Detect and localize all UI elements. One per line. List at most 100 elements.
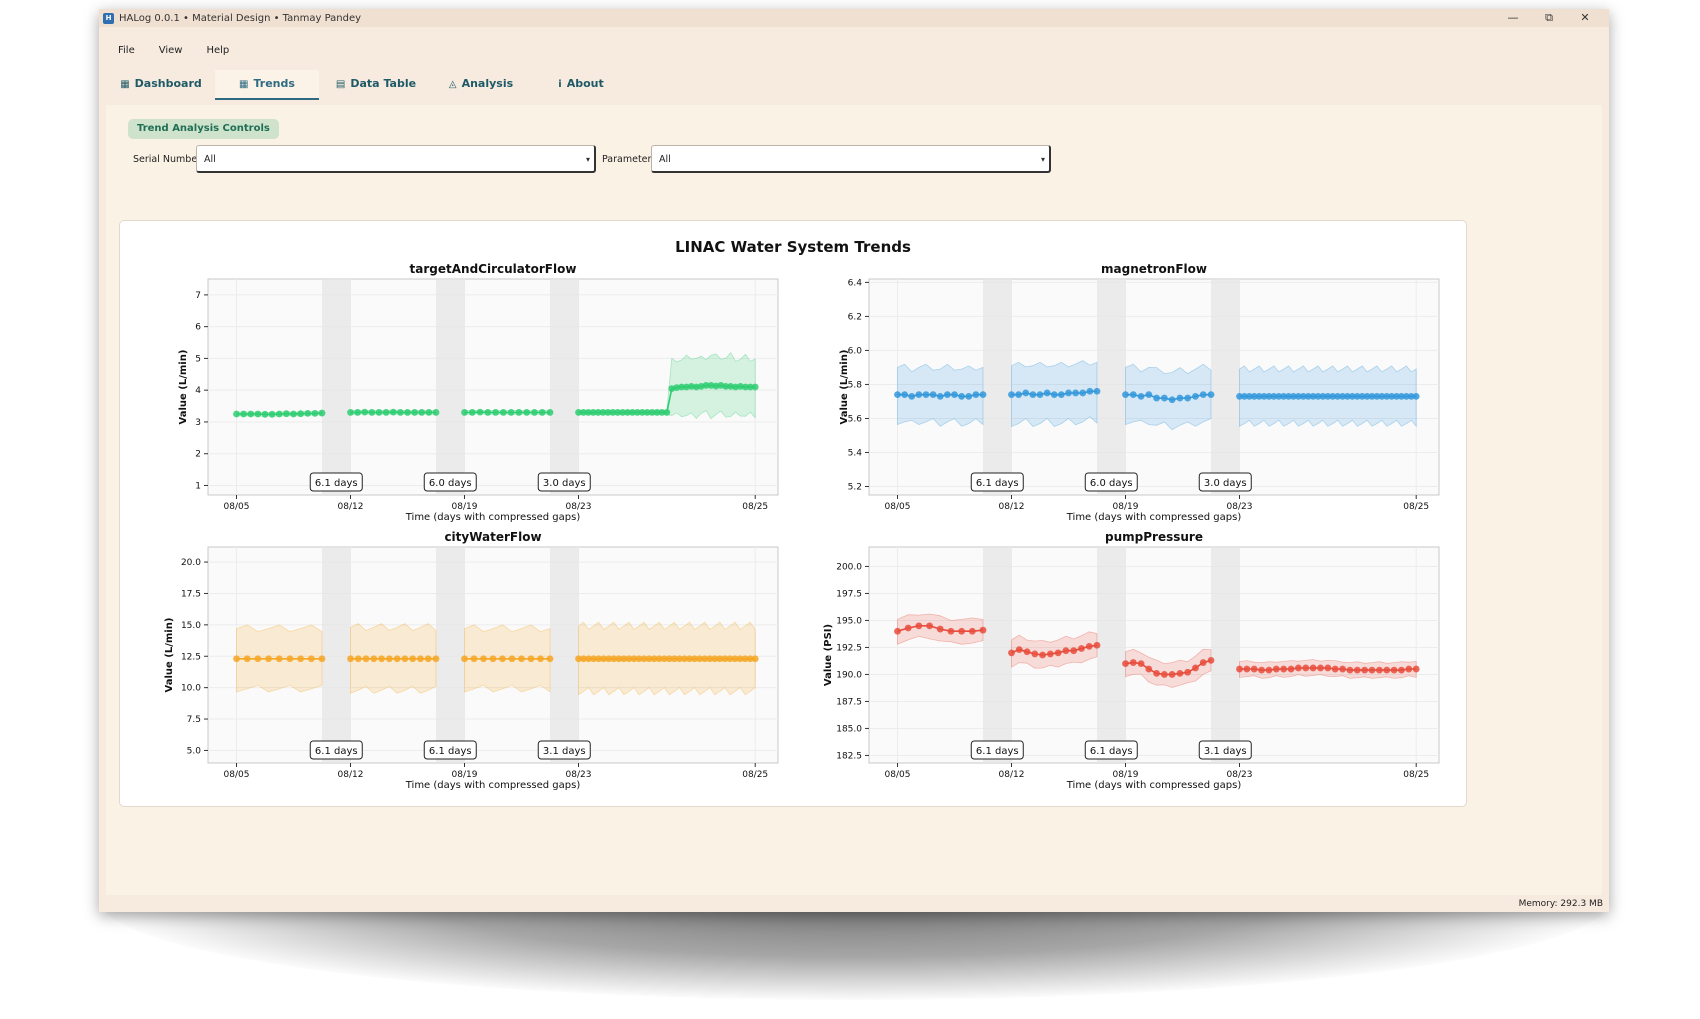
data-point — [1043, 389, 1051, 397]
data-point — [575, 655, 582, 663]
tab-about[interactable]: i About — [535, 70, 627, 98]
gap-label: 3.1 days — [1204, 746, 1247, 757]
data-point — [638, 409, 646, 416]
maximize-icon[interactable]: ⧉ — [1545, 11, 1553, 24]
gap-label: 6.1 days — [429, 746, 472, 757]
parameter-select[interactable]: All ▾ — [651, 145, 1051, 173]
y-tick-label: 15.0 — [181, 621, 201, 631]
title-bar[interactable]: H HALog 0.0.1 • Material Design • Tanmay… — [99, 9, 1609, 27]
data-point — [660, 655, 668, 663]
data-point — [658, 409, 666, 416]
close-icon[interactable]: ✕ — [1580, 11, 1590, 24]
data-point — [746, 655, 754, 663]
tab-dashboard[interactable]: ▦ Dashboard — [113, 70, 209, 98]
data-point — [1368, 666, 1376, 674]
data-point — [1057, 391, 1065, 399]
data-point — [1243, 665, 1251, 673]
y-axis-label: Value (L/min) — [178, 350, 189, 425]
data-point — [1129, 391, 1137, 399]
data-point — [1093, 387, 1101, 395]
serial-number-select[interactable]: All ▾ — [196, 145, 596, 173]
data-point — [721, 655, 729, 663]
series-band — [1125, 648, 1212, 688]
x-axis-label: Time (days with compressed gaps) — [405, 780, 581, 791]
data-point — [736, 655, 744, 663]
data-point — [968, 627, 976, 635]
data-point — [531, 409, 538, 416]
plot-area — [868, 278, 1440, 496]
data-point — [282, 410, 290, 418]
x-tick-label: 08/19 — [452, 770, 478, 780]
y-tick-label: 200.0 — [836, 562, 862, 572]
data-point — [1412, 392, 1420, 400]
tab-data-table[interactable]: ▤ Data Table — [325, 70, 427, 98]
data-point — [600, 655, 608, 663]
data-point — [233, 655, 240, 663]
data-point — [523, 409, 531, 416]
gap-label-box — [970, 472, 1024, 492]
data-point — [722, 382, 730, 390]
data-point — [635, 655, 643, 663]
data-point — [610, 655, 618, 663]
x-tick-label: 08/05 — [224, 770, 250, 780]
data-point — [751, 383, 759, 391]
window-title: HALog 0.0.1 • Material Design • Tanmay P… — [119, 12, 362, 24]
data-point — [1334, 392, 1342, 400]
data-point — [1280, 665, 1288, 673]
data-point — [1295, 392, 1302, 400]
data-point — [663, 409, 671, 416]
y-axis-label: Value (L/min) — [839, 350, 850, 425]
data-point — [590, 655, 598, 663]
data-point — [247, 410, 255, 418]
tab-trends[interactable]: ▦ Trends — [215, 70, 319, 100]
data-point — [1405, 665, 1413, 673]
y-tick-label: 7 — [195, 291, 201, 301]
data-point — [751, 655, 759, 663]
y-tick-label: 185.0 — [836, 724, 862, 734]
data-point — [425, 409, 433, 416]
data-point — [979, 626, 987, 634]
data-point — [1079, 389, 1087, 397]
plot-area — [868, 546, 1440, 764]
x-tick-label: 08/19 — [1113, 770, 1139, 780]
data-point — [1383, 392, 1391, 400]
data-point — [347, 655, 354, 663]
data-point — [492, 409, 499, 416]
data-point — [418, 409, 426, 416]
data-point — [1122, 660, 1129, 668]
data-point — [527, 655, 535, 663]
data-point — [1046, 650, 1054, 658]
data-point — [696, 655, 704, 663]
data-point — [1309, 664, 1317, 672]
data-point — [575, 409, 582, 416]
subplot-cityWaterFlow: 5.0 7.5 10.0 12.5 15.0 17.5 20.0 08/05 08/12 08/1… — [164, 530, 779, 791]
gap-label-box — [1084, 472, 1138, 492]
parameter-label: Parameter: — [602, 154, 655, 165]
data-point — [1402, 392, 1410, 400]
y-tick-label: 6.0 — [848, 346, 863, 356]
tab-analysis[interactable]: ◬ Analysis — [433, 70, 529, 98]
y-tick-label: 17.5 — [181, 589, 201, 599]
gap-label-box — [537, 472, 591, 492]
menu-view[interactable]: View — [158, 45, 183, 56]
gap-label-box — [1198, 472, 1252, 492]
data-point — [894, 627, 901, 635]
data-point — [1314, 392, 1322, 400]
data-point — [1008, 391, 1015, 399]
data-point — [630, 655, 638, 663]
data-point — [1383, 666, 1391, 674]
data-point — [922, 391, 930, 399]
data-point — [655, 655, 663, 663]
x-tick-label: 08/25 — [1403, 502, 1429, 512]
data-point — [1137, 660, 1145, 668]
minimize-icon[interactable]: — — [1507, 11, 1519, 24]
data-point — [1062, 647, 1070, 655]
data-point — [634, 409, 641, 416]
data-point — [1078, 645, 1085, 652]
parameter-value: All — [659, 154, 671, 165]
menu-help[interactable]: Help — [206, 45, 230, 56]
data-point — [461, 655, 468, 663]
menu-file[interactable]: File — [118, 45, 135, 56]
gap-label: 6.1 days — [315, 478, 358, 489]
data-point — [1407, 392, 1415, 400]
